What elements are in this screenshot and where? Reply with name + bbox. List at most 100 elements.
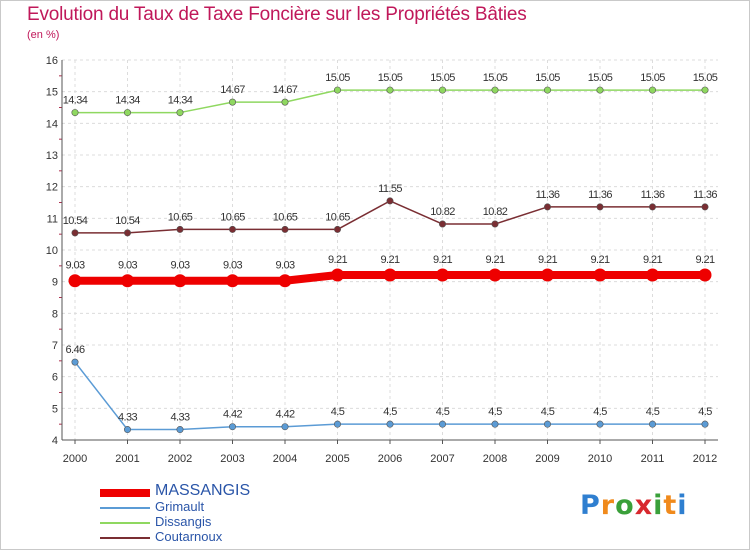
data-point (333, 420, 341, 428)
data-label: 14.34 (115, 95, 140, 107)
data-point (331, 268, 344, 282)
data-label: 9.03 (118, 260, 137, 272)
data-point (71, 229, 79, 237)
legend-label: Coutarnoux (155, 529, 223, 544)
data-point (648, 86, 656, 94)
x-tick-label: 2003 (220, 453, 244, 465)
series-coutarnoux (71, 197, 709, 237)
legend-label: Dissangis (155, 514, 212, 529)
data-label: 4.5 (488, 406, 502, 418)
y-tick-label: 7 (52, 340, 58, 352)
data-point (229, 423, 237, 431)
data-point (491, 220, 499, 228)
legend: MASSANGIS Grimault Dissangis Coutarnoux (100, 482, 360, 545)
legend-item-grimault[interactable]: Grimault (100, 499, 360, 515)
data-label: 15.05 (693, 72, 718, 84)
legend-item-dissangis[interactable]: Dissangis (100, 514, 360, 530)
data-label: 10.65 (220, 211, 245, 223)
logo-letter: i (677, 490, 688, 521)
legend-item-coutarnoux[interactable]: Coutarnoux (100, 529, 360, 545)
legend-label: Grimault (155, 499, 205, 514)
data-label: 15.05 (378, 72, 403, 84)
data-label: 4.5 (593, 406, 607, 418)
y-tick-label: 13 (46, 150, 58, 162)
data-label: 10.82 (483, 206, 508, 218)
data-point (229, 98, 237, 106)
data-label: 14.34 (63, 95, 88, 107)
data-point (596, 203, 604, 211)
data-point (543, 86, 551, 94)
y-tick-label: 16 (46, 55, 58, 67)
data-labels: 9.03 9.03 9.03 9.03 9.03 9.21 9.21 9.21 9.21 9.21… (63, 72, 719, 424)
data-label: 11.55 (378, 183, 402, 195)
legend-swatch (100, 507, 150, 509)
legend-swatch (100, 489, 150, 497)
data-label: 4.5 (646, 406, 660, 418)
data-point (176, 225, 184, 233)
data-label: 10.82 (430, 206, 455, 218)
chart-title: Evolution du Taux de Taxe Foncière sur l… (27, 4, 527, 25)
x-tick-label: 2011 (641, 453, 665, 465)
data-label: 4.42 (223, 409, 242, 421)
data-label: 15.05 (535, 72, 560, 84)
data-label: 10.54 (115, 215, 140, 227)
data-label: 9.21 (485, 254, 504, 266)
data-point (698, 268, 712, 282)
y-tick-label: 6 (52, 372, 58, 384)
data-label: 6.46 (65, 344, 84, 356)
data-label: 9.21 (695, 254, 714, 266)
data-label: 4.5 (541, 406, 555, 418)
data-label: 15.05 (430, 72, 455, 84)
data-label: 10.65 (325, 211, 350, 223)
y-tick-label: 12 (46, 182, 58, 194)
x-tick-label: 2008 (483, 453, 507, 465)
data-point (438, 86, 446, 94)
data-point (176, 426, 184, 434)
logo-letter: P (580, 490, 601, 521)
data-label: 9.03 (223, 260, 242, 272)
axes: 4 5 6 7 8 9 10 11 12 13 14 15 16 2000 2001 2002 2003 2004… (46, 55, 718, 465)
data-label: 10.65 (168, 211, 193, 223)
data-point (386, 197, 394, 205)
data-label: 4.5 (383, 406, 397, 418)
y-tick-label: 9 (52, 277, 58, 289)
data-point (648, 420, 656, 428)
grid (62, 59, 718, 441)
chart-subtitle: (en %) (27, 29, 60, 41)
data-point (176, 109, 184, 117)
x-tick-label: 2009 (535, 453, 559, 465)
data-label: 11.36 (588, 189, 612, 201)
legend-item-massangis[interactable]: MASSANGIS (100, 482, 360, 500)
data-label: 9.03 (170, 260, 189, 272)
data-point (596, 86, 604, 94)
series-layer (68, 86, 712, 434)
data-point (281, 423, 289, 431)
data-point (596, 420, 604, 428)
legend-label: MASSANGIS (155, 482, 251, 499)
data-label: 4.33 (170, 412, 189, 424)
data-point (593, 268, 607, 282)
data-label: 11.36 (693, 189, 717, 201)
data-label: 9.03 (65, 260, 84, 272)
proxiti-logo: Proxiti (580, 490, 688, 521)
data-point (438, 420, 446, 428)
data-label: 9.21 (328, 254, 347, 266)
data-point (488, 268, 502, 282)
x-tick-label: 2000 (63, 453, 87, 465)
data-label: 11.36 (641, 189, 665, 201)
data-point (281, 98, 289, 106)
x-tick-label: 2010 (588, 453, 612, 465)
y-tick-label: 15 (46, 87, 58, 99)
logo-letter: x (634, 490, 654, 521)
y-tick-label: 5 (52, 403, 58, 415)
data-point (229, 225, 237, 233)
data-point (648, 203, 656, 211)
y-tick-label: 4 (52, 435, 58, 447)
data-point (71, 358, 79, 366)
x-tick-label: 2001 (115, 453, 139, 465)
y-tick-label: 10 (46, 245, 58, 257)
data-point (541, 268, 554, 282)
x-tick-label: 2002 (168, 453, 192, 465)
data-point (333, 86, 341, 94)
data-point (68, 274, 82, 288)
